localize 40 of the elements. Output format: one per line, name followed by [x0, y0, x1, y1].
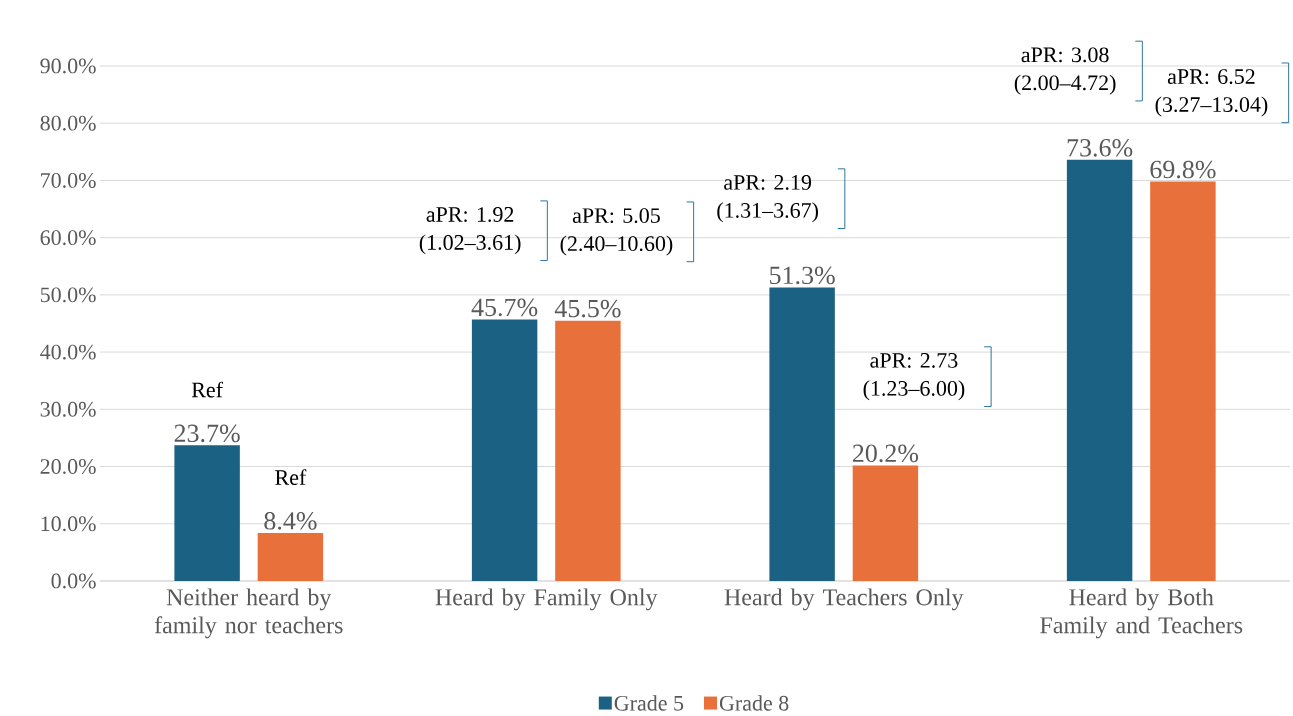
annotation: aPR: 2.73 (1.23–6.00) — [863, 353, 965, 401]
data-label: 69.8% — [1150, 160, 1216, 179]
annotation: Ref — [191, 381, 223, 398]
x-tick-label: Heard by Family Only — [435, 588, 658, 611]
bar — [174, 445, 240, 581]
annotation: Ref — [275, 469, 307, 485]
x-tick-label: Neither heard by family nor teachers — [154, 588, 343, 639]
y-tick-label: 50.0% — [40, 287, 96, 303]
annotation: aPR: 1.92 (1.02–3.61) — [419, 207, 521, 255]
data-label: 45.5% — [554, 299, 621, 318]
bar — [471, 319, 538, 581]
data-label: 51.3% — [770, 266, 835, 285]
bar — [555, 320, 621, 581]
annotation: aPR: 2.19 (1.31–3.67) — [717, 175, 818, 223]
bar — [1066, 159, 1133, 581]
data-label: 8.4% — [264, 512, 317, 530]
data-label: 20.2% — [852, 444, 919, 463]
bar — [1150, 181, 1216, 581]
y-tick-label: 10.0% — [41, 516, 96, 532]
data-label: 45.7% — [471, 298, 538, 317]
data-label: 23.7% — [174, 424, 240, 443]
y-tick-label: 20.0% — [40, 459, 96, 475]
data-label: 73.6% — [1067, 138, 1133, 157]
annotation: aPR: 5.05 (2.40–10.60) — [560, 208, 673, 256]
legend-label: Grade 5 — [614, 695, 684, 711]
y-tick-label: 80.0% — [40, 115, 96, 131]
y-tick-label: 60.0% — [40, 230, 96, 246]
y-tick-label: 40.0% — [40, 344, 96, 360]
x-tick-label: Heard by Both Family and Teachers — [1040, 588, 1243, 639]
y-tick-label: 70.0% — [41, 172, 96, 188]
annotation: aPR: 3.08 (2.00–4.72) — [1014, 47, 1116, 95]
x-tick-label: Heard by Teachers Only — [724, 588, 964, 611]
legend-label: Grade 8 — [719, 695, 789, 711]
bar — [257, 532, 324, 581]
y-tick-label: 90.0% — [40, 58, 96, 74]
bar — [852, 465, 919, 581]
bar — [769, 287, 835, 581]
y-tick-label: 30.0% — [40, 401, 96, 417]
annotation: aPR: 6.52 (3.27–13.04) — [1155, 69, 1268, 117]
y-tick-label: 0.0% — [51, 573, 96, 589]
